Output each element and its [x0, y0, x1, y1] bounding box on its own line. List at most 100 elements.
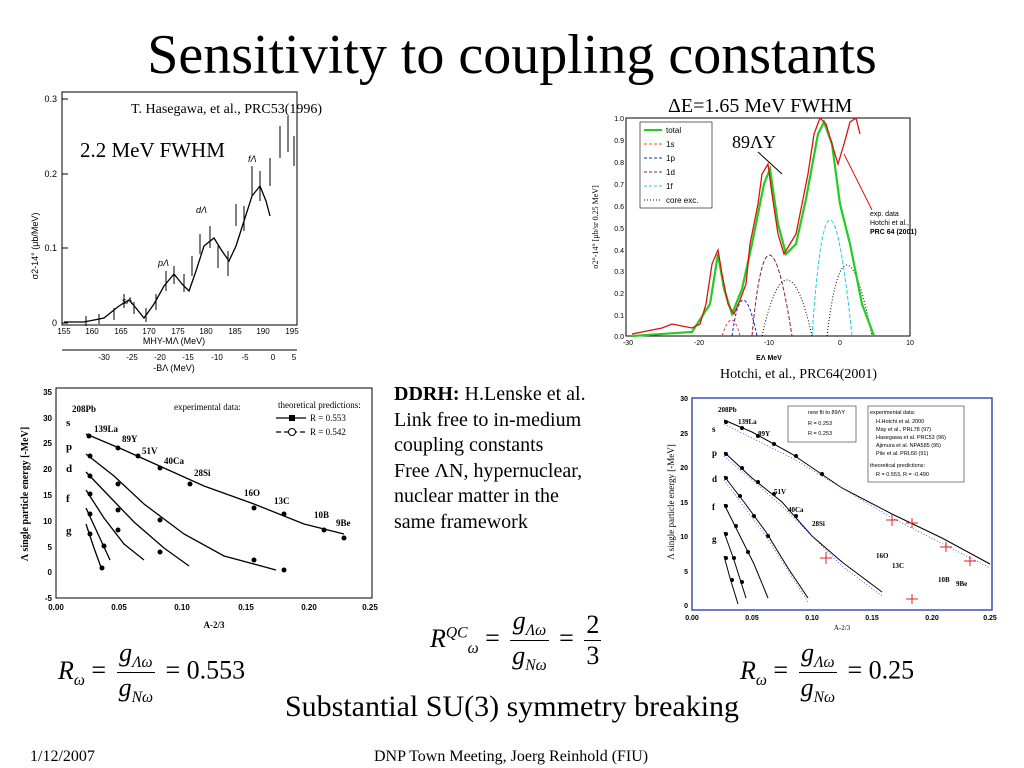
svg-text:-10: -10	[211, 353, 223, 362]
hasegawa-yticks: 0.3 0.2 0.1 0	[44, 94, 68, 328]
ddrh-xlabel: A-2/3	[204, 620, 225, 630]
ddrh-xticks: 0.00 0.05 0.10 0.15 0.20 0.25	[48, 603, 378, 612]
new-fit-plot: 30 25 20 15 10 5 0	[666, 396, 997, 632]
svg-text:0: 0	[48, 568, 53, 577]
svg-text:1s: 1s	[666, 140, 674, 149]
nucleus-label: 89ΛY	[732, 132, 776, 152]
svg-text:H.Hotchi et al. 2000: H.Hotchi et al. 2000	[876, 419, 924, 425]
ddrh-curves	[85, 433, 345, 571]
svg-text:s: s	[712, 424, 716, 434]
svg-text:0.10: 0.10	[174, 603, 190, 612]
ytick: 0	[52, 318, 57, 328]
svg-text:16O: 16O	[244, 488, 260, 498]
svg-text:160: 160	[85, 327, 99, 336]
conclusion-text: Substantial SU(3) symmetry breaking	[284, 690, 740, 723]
svg-text:10B: 10B	[314, 510, 329, 520]
svg-text:0.25: 0.25	[983, 615, 997, 622]
ddrh-shell-labels: sp d f g	[66, 417, 72, 537]
svg-text:180: 180	[199, 327, 213, 336]
data-histogram	[631, 116, 861, 335]
ytick: 0.2	[44, 169, 57, 179]
fit-curve	[64, 184, 271, 323]
svg-text:51V: 51V	[142, 446, 158, 456]
hotchi-plot: 1.0 0.9 0.8 0.7 0.6 0.5 0.4 0.3 0.2 0.1 0.0 t…	[591, 116, 917, 362]
newfit-shell-labels: s p d f g	[712, 424, 717, 544]
svg-text:185: 185	[228, 327, 242, 336]
svg-text:20: 20	[680, 465, 688, 472]
svg-text:20: 20	[43, 465, 52, 474]
svg-text:R = 0.253: R = 0.253	[808, 431, 832, 437]
hotchi-xticks: -30 -20 -10 0 10	[623, 340, 914, 347]
svg-text:1d: 1d	[666, 168, 675, 177]
fwhm-label: 2.2 MeV FWHM	[80, 138, 225, 162]
svg-text:10: 10	[906, 340, 914, 347]
svg-text:0.6: 0.6	[614, 204, 624, 211]
svg-text:0.8: 0.8	[614, 160, 624, 167]
svg-text:40Ca: 40Ca	[164, 456, 184, 466]
svg-text:5: 5	[684, 569, 688, 576]
svg-text:exp. data: exp. data	[870, 211, 899, 218]
curve-1d	[751, 254, 793, 337]
ratio-value: = 0.553	[165, 655, 246, 685]
theory-label: theoretical predictions:	[278, 400, 361, 410]
svg-text:0.3: 0.3	[614, 269, 624, 276]
newfit-xticks: 0.00 0.05 0.10 0.15 0.20 0.25	[685, 615, 997, 622]
svg-text:139La: 139La	[738, 418, 757, 426]
ddrh-line: Free ΛN, hypernuclear,	[394, 459, 583, 482]
svg-text:0.05: 0.05	[745, 615, 759, 622]
svg-text:Hasegawa et al. PRC53 (96): Hasegawa et al. PRC53 (96)	[876, 435, 946, 441]
svg-text:89Y: 89Y	[122, 434, 138, 444]
footer-date: 1/12/2007	[30, 748, 95, 765]
svg-text:40Ca: 40Ca	[788, 506, 804, 514]
ddrh-yticks: 35 30 25 20 15 10 5 0 -5	[43, 388, 52, 603]
curve-1s	[721, 319, 741, 337]
curve-core	[761, 264, 873, 337]
hasegawa-xticks-top: 155 160 165 170 175 180 185 190 195	[57, 327, 299, 336]
svg-text:0.20: 0.20	[925, 615, 939, 622]
svg-text:0.15: 0.15	[238, 603, 254, 612]
peak-label: fΛ	[248, 154, 257, 164]
equation-ddrh: Rω = gΛω gNω = 0.553	[58, 638, 246, 707]
svg-text:0.2: 0.2	[614, 291, 624, 298]
svg-text:190: 190	[256, 327, 270, 336]
svg-text:5: 5	[292, 353, 297, 362]
svg-text:-30: -30	[98, 353, 110, 362]
equation-new-fit: Rω = gΛω gNω = 0.25	[740, 638, 915, 707]
svg-text:s: s	[66, 417, 71, 429]
svg-text:R = 0.553, R = -0.490: R = 0.553, R = -0.490	[876, 472, 929, 478]
footer-presentation: DNP Town Meeting, Joerg Reinhold (FIU)	[374, 748, 649, 765]
hotchi-xlabel: EΛ MeV	[756, 355, 782, 362]
svg-text:30: 30	[680, 396, 688, 403]
svg-text:30: 30	[43, 414, 52, 423]
hasegawa-ylabel: σ2-14° (μb/MeV)	[30, 213, 40, 280]
svg-text:208Pb: 208Pb	[718, 406, 737, 414]
ddrh-points	[86, 433, 347, 573]
ddrh-line: same framework	[394, 510, 528, 533]
svg-text:-30: -30	[623, 340, 633, 347]
ddrh-line: Link free to in-medium	[394, 408, 582, 431]
hotchi-figure: 1.0 0.9 0.8 0.7 0.6 0.5 0.4 0.3 0.2 0.1 0.0 t…	[582, 114, 927, 370]
newfit-exp-points	[820, 514, 976, 604]
exp-label: experimental data:	[174, 402, 241, 412]
svg-text:new fit to 89ΛY: new fit to 89ΛY	[808, 410, 845, 416]
svg-text:-5: -5	[45, 594, 53, 603]
svg-text:0.5: 0.5	[614, 226, 624, 233]
svg-text:1f: 1f	[666, 182, 673, 191]
ytick: 0.3	[44, 94, 57, 104]
svg-text:PRC 64 (2001): PRC 64 (2001)	[870, 229, 917, 236]
newfit-curves	[723, 419, 991, 605]
hotchi-ylabel: σ2°-14° [μb/sr 0.25 MeV]	[591, 185, 600, 269]
svg-text:155: 155	[57, 327, 71, 336]
hasegawa-xticks-bottom: -30 -25 -20 -15 -10 -5 0 5	[98, 353, 297, 362]
svg-text:139La: 139La	[94, 424, 119, 434]
svg-text:28Si: 28Si	[194, 468, 211, 478]
svg-text:51V: 51V	[774, 488, 786, 496]
svg-text:-25: -25	[126, 353, 138, 362]
svg-text:d: d	[66, 463, 72, 475]
svg-text:175: 175	[171, 327, 185, 336]
svg-text:0.9: 0.9	[614, 138, 624, 145]
hotchi-citation: Hotchi, et al., PRC64(2001)	[720, 367, 878, 382]
new-fit-figure: 30 25 20 15 10 5 0	[662, 392, 1000, 632]
